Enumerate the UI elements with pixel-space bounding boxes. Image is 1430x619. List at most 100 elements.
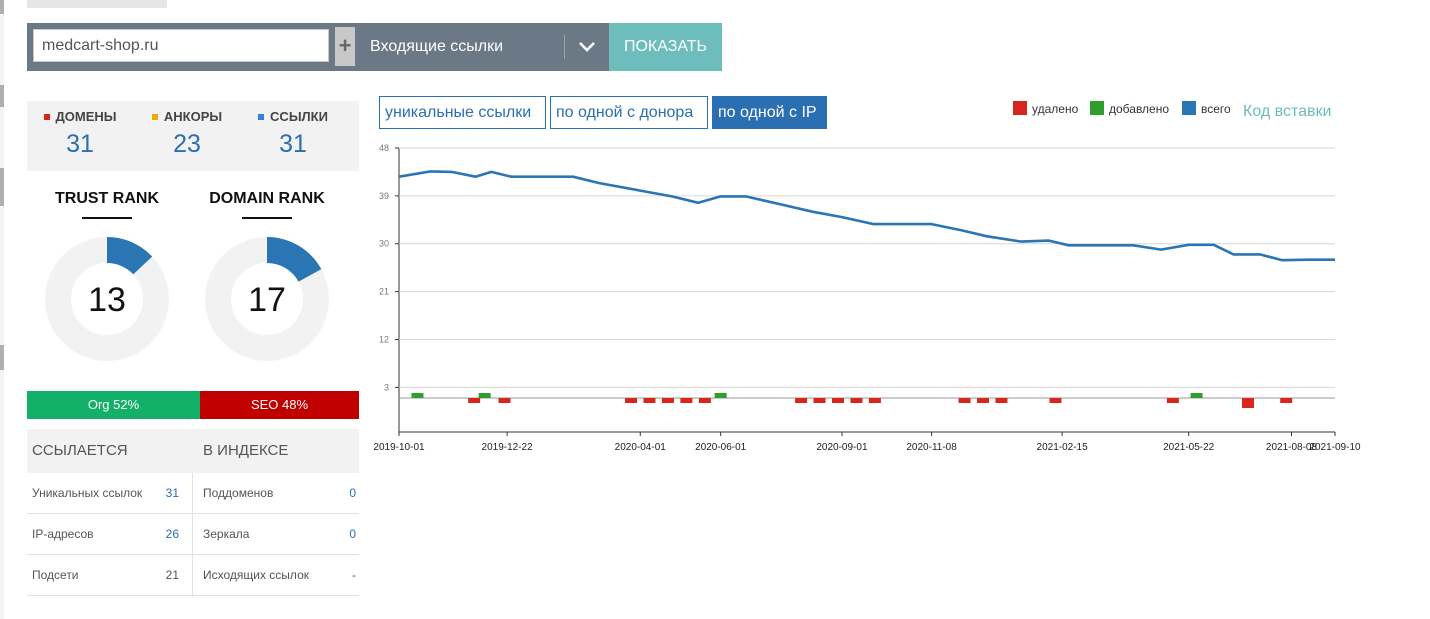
- stat-links: ССЫЛКИ 31: [238, 101, 348, 159]
- legend-swatch-total: [1182, 100, 1196, 115]
- legend-removed[interactable]: удалено: [1013, 100, 1079, 117]
- y-tick-label: 21: [379, 287, 389, 297]
- removed-bar: [1049, 398, 1062, 403]
- tab-one-per-donor[interactable]: по одной с донора: [550, 96, 708, 129]
- x-tick-label: 2021-05-22: [1163, 442, 1215, 453]
- removed-bar: [850, 398, 863, 403]
- info-table: ССЫЛАЕТСЯ В ИНДЕКСЕ Уникальных ссылок 31…: [27, 429, 359, 597]
- traffic-split-bar: Org 52% SEO 48%: [27, 391, 359, 419]
- legend-removed-label: удалено: [1032, 102, 1079, 116]
- x-tick-label: 2020-06-01: [695, 442, 747, 453]
- row-label: Исходящих ссылок: [203, 568, 309, 582]
- series-total-line: [398, 170, 1335, 262]
- table-row: Подсети 21 Исходящих ссылок -: [27, 555, 359, 596]
- mirrors-value[interactable]: 0: [349, 527, 356, 541]
- removed-bar: [1280, 398, 1293, 403]
- x-tick-label: 2019-10-01: [373, 442, 425, 453]
- header-linking: ССЫЛАЕТСЯ: [32, 442, 128, 459]
- add-domain-button[interactable]: +: [335, 27, 355, 66]
- removed-bar: [643, 398, 656, 403]
- stat-anchors-value[interactable]: 23: [173, 130, 201, 158]
- y-tick-label: 39: [379, 191, 389, 201]
- legend-swatch-removed: [1013, 100, 1027, 115]
- removed-bar: [868, 398, 881, 403]
- legend-added[interactable]: добавлено: [1090, 100, 1170, 117]
- bullet-icon: [151, 113, 158, 120]
- stat-anchors-label: АНКОРЫ: [163, 109, 223, 124]
- removed-bar: [831, 398, 844, 403]
- show-button[interactable]: ПОКАЗАТЬ: [609, 23, 722, 71]
- removed-bar: [680, 398, 693, 403]
- legend-swatch-added: [1090, 100, 1104, 115]
- added-bar: [714, 393, 727, 398]
- row-label: Уникальных ссылок: [32, 486, 143, 500]
- removed-bar: [813, 398, 826, 403]
- x-tick-label: 2020-11-08: [906, 442, 957, 453]
- removed-bar: [1241, 398, 1254, 408]
- removed-bar: [498, 398, 511, 403]
- stat-links-value[interactable]: 31: [279, 130, 307, 158]
- bullet-icon: [258, 113, 265, 120]
- chevron-down-icon[interactable]: [576, 34, 598, 60]
- stat-anchors: АНКОРЫ 23: [132, 101, 242, 159]
- stat-domains-value[interactable]: 31: [66, 130, 94, 158]
- unique-links-value[interactable]: 31: [165, 486, 179, 500]
- x-tick-label: 2021-02-15: [1037, 442, 1089, 453]
- x-tick-label: 2020-04-01: [615, 442, 667, 453]
- table-row: Уникальных ссылок 31 Поддоменов 0: [27, 473, 359, 514]
- y-tick-label: 3: [384, 382, 389, 392]
- removed-bar: [995, 398, 1008, 403]
- y-tick-label: 30: [379, 239, 389, 249]
- domain-rank-value: 17: [248, 281, 286, 319]
- org-share: Org 52%: [27, 391, 200, 419]
- seo-share: SEO 48%: [200, 391, 359, 419]
- domain-rank-donut: [205, 237, 329, 361]
- subnets-value: 21: [165, 568, 179, 582]
- removed-bar: [1166, 398, 1179, 403]
- header-indexed: В ИНДЕКСЕ: [203, 442, 289, 459]
- stat-domains-label: ДОМЕНЫ: [55, 109, 117, 124]
- title-underline: [82, 217, 132, 219]
- subdomains-value[interactable]: 0: [349, 486, 356, 500]
- removed-bar: [795, 398, 808, 403]
- tab-one-per-ip[interactable]: по одной с IP: [712, 96, 827, 129]
- removed-bar: [468, 398, 481, 403]
- tab-unique-links[interactable]: уникальные ссылки: [379, 96, 546, 129]
- y-tick-label: 48: [379, 143, 389, 153]
- domain-rank-arc: [267, 237, 322, 282]
- trust-rank-widget: TRUST RANK 13: [42, 190, 172, 361]
- left-edge-strip: [0, 0, 4, 619]
- domain-rank-widget: DOMAIN RANK 17: [202, 190, 332, 361]
- row-label: IP-адресов: [32, 527, 94, 541]
- trust-rank-title: TRUST RANK: [55, 190, 159, 207]
- added-bar: [478, 393, 491, 398]
- embed-code-link[interactable]: Код вставки: [1243, 103, 1332, 120]
- trust-rank-value: 13: [88, 281, 126, 319]
- y-tick-label: 12: [379, 334, 389, 344]
- x-tick-label: 2021-09-10: [1309, 442, 1361, 453]
- info-table-header: ССЫЛАЕТСЯ В ИНДЕКСЕ: [27, 429, 359, 473]
- removed-bar: [698, 398, 711, 403]
- domain-input[interactable]: [33, 29, 329, 62]
- legend-added-label: добавлено: [1109, 102, 1170, 116]
- legend-total-label: всего: [1201, 102, 1231, 116]
- x-tick-label: 2020-09-01: [816, 442, 868, 453]
- outgoing-links-value: -: [352, 568, 356, 582]
- link-stats-box: ДОМЕНЫ 31 АНКОРЫ 23 ССЫЛКИ 31: [27, 101, 359, 171]
- legend-total[interactable]: всего: [1182, 100, 1231, 117]
- bullet-icon: [43, 113, 50, 120]
- added-bar: [411, 393, 424, 398]
- stat-domains: ДОМЕНЫ 31: [25, 101, 135, 159]
- ip-addresses-value[interactable]: 26: [165, 527, 179, 541]
- x-tick-label: 2019-12-22: [482, 442, 534, 453]
- table-row: IP-адресов 26 Зеркала 0: [27, 514, 359, 555]
- report-type-select[interactable]: Входящие ссылки: [356, 23, 609, 71]
- removed-bar: [977, 398, 990, 403]
- stat-links-label: ССЫЛКИ: [270, 109, 328, 124]
- x-tick-label: 2021-08-08: [1266, 442, 1318, 453]
- trust-rank-arc: [107, 237, 153, 275]
- removed-bar: [661, 398, 674, 403]
- row-label: Зеркала: [203, 527, 250, 541]
- report-type-label: Входящие ссылки: [370, 38, 504, 55]
- row-label: Подсети: [32, 568, 79, 582]
